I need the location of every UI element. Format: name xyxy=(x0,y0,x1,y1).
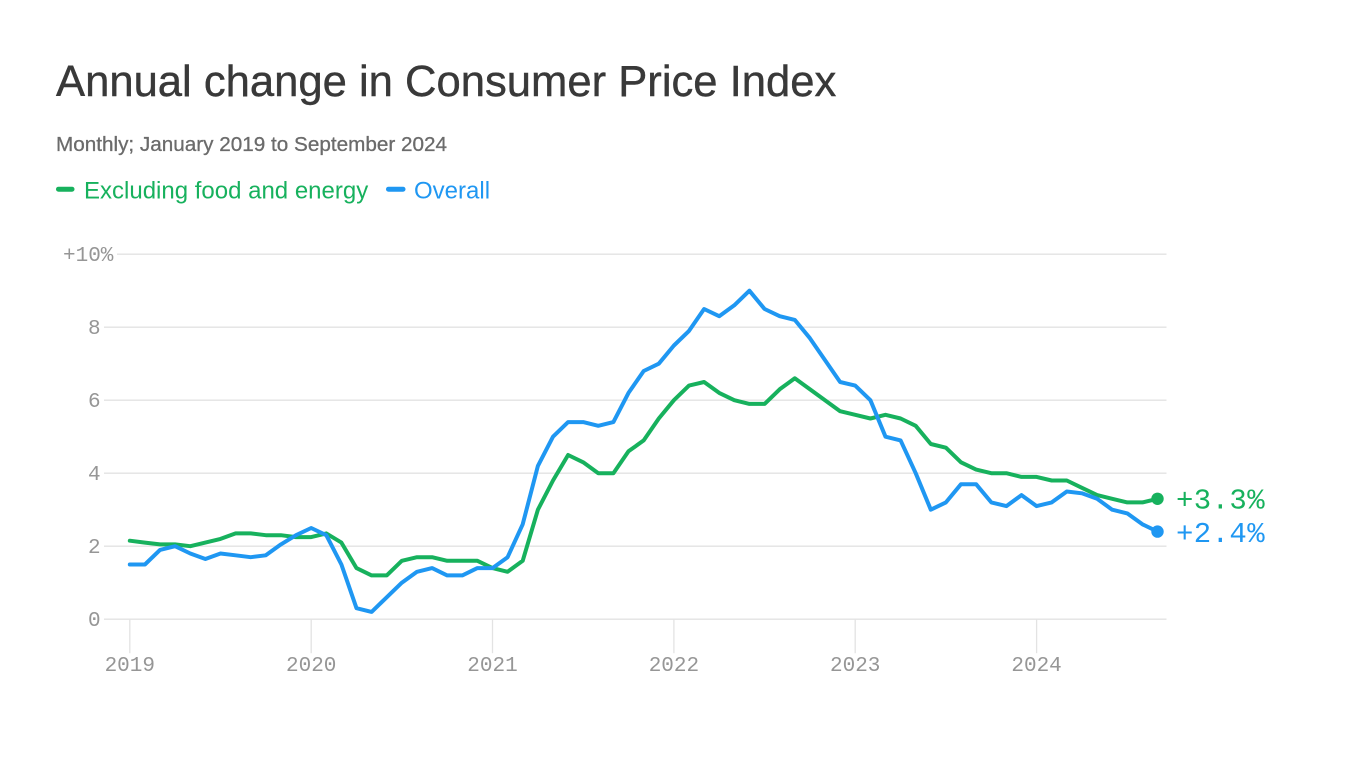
svg-text:2022: 2022 xyxy=(649,655,699,678)
svg-text:2: 2 xyxy=(88,537,101,560)
svg-text:2019: 2019 xyxy=(105,655,155,678)
svg-text:Annual change in Consumer Pric: Annual change in Consumer Price Index xyxy=(56,58,837,106)
svg-text:+2.4%: +2.4% xyxy=(1176,518,1265,551)
svg-text:+10%: +10% xyxy=(63,245,114,268)
svg-text:2020: 2020 xyxy=(286,655,336,678)
svg-text:Excluding food and energy: Excluding food and energy xyxy=(84,178,368,205)
svg-text:2021: 2021 xyxy=(467,655,517,678)
svg-text:2024: 2024 xyxy=(1011,655,1061,678)
svg-text:Monthly; January 2019 to Septe: Monthly; January 2019 to September 2024 xyxy=(56,133,447,156)
svg-text:6: 6 xyxy=(88,391,101,414)
svg-text:4: 4 xyxy=(88,464,101,487)
svg-text:+3.3%: +3.3% xyxy=(1176,485,1265,518)
svg-text:2023: 2023 xyxy=(830,655,880,678)
svg-text:Overall: Overall xyxy=(414,178,490,205)
svg-text:8: 8 xyxy=(88,318,101,341)
svg-text:0: 0 xyxy=(88,610,101,633)
